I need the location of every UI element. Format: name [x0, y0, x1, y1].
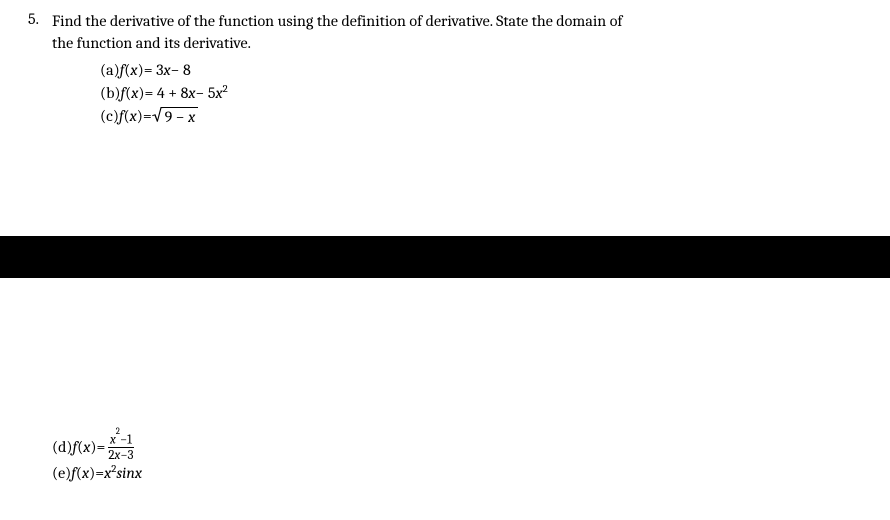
part-b-label: (b): [100, 82, 121, 105]
part-a: (a) f(x) = 3x − 8: [100, 59, 890, 82]
part-b-x2: x: [216, 82, 223, 105]
part-d: (d) f(x) = x2−1 2x−3: [52, 432, 142, 462]
part-b: (b) f(x) = 4 + 8x − 5x2: [100, 82, 890, 105]
part-e-f: f: [71, 462, 76, 485]
subparts-top: (a) f(x) = 3x − 8 (b) f(x) = 4 + 8x − 5x…: [28, 55, 890, 129]
part-e-trig: sin: [116, 462, 135, 485]
num-sup: 2: [116, 427, 120, 437]
part-c: (c) f(x) = √ 9 − x: [100, 105, 890, 128]
sqrt-var: x: [188, 108, 195, 126]
part-a-arg: x: [130, 59, 137, 82]
part-b-x1: x: [188, 82, 195, 105]
part-e-trigvar: x: [135, 462, 142, 485]
top-content: 5. Find the derivative of the function u…: [0, 0, 890, 128]
num-var: x: [110, 432, 116, 447]
problem-row: 5. Find the derivative of the function u…: [28, 10, 890, 55]
part-c-arg: x: [130, 105, 137, 128]
part-a-tail: − 8: [171, 59, 191, 82]
part-b-f: f: [121, 82, 126, 105]
part-d-arg: x: [83, 436, 90, 459]
part-d-label: (d): [52, 436, 73, 459]
part-c-eq: =: [143, 105, 152, 128]
sqrt-wrapper: √ 9 − x: [152, 107, 199, 127]
subparts-bottom: (d) f(x) = x2−1 2x−3 (e) f(x) = x2sinx: [52, 432, 142, 486]
part-d-f: f: [73, 436, 78, 459]
sqrt-argument: 9 − x: [163, 107, 199, 127]
problem-line1: Find the derivative of the function usin…: [52, 12, 622, 30]
part-a-f: f: [120, 59, 125, 82]
part-a-label: (a): [100, 59, 120, 82]
part-e: (e) f(x) = x2sinx: [52, 462, 142, 485]
part-e-sup: 2: [111, 461, 116, 477]
problem-statement: Find the derivative of the function usin…: [52, 10, 622, 55]
num-tail: −1: [120, 432, 132, 447]
part-b-mid: − 5: [196, 82, 216, 105]
part-b-sup: 2: [223, 81, 228, 97]
part-b-eq: = 4 + 8: [144, 82, 188, 105]
part-c-f: f: [119, 105, 124, 128]
part-e-arg: x: [82, 462, 89, 485]
part-c-label: (c): [100, 105, 119, 128]
part-a-x: x: [163, 59, 170, 82]
black-bar: [0, 236, 890, 278]
fraction-numerator: x2−1: [108, 432, 134, 448]
part-d-eq: =: [96, 436, 105, 459]
part-b-arg: x: [131, 82, 138, 105]
part-e-eq: =: [95, 462, 104, 485]
den-tail: −3: [120, 448, 133, 463]
part-a-eq: = 3: [144, 59, 164, 82]
part-e-x: x: [104, 462, 111, 485]
problem-line2: the function and its derivative.: [52, 34, 251, 52]
part-e-label: (e): [52, 462, 71, 485]
problem-number: 5.: [28, 10, 52, 28]
fraction-wrapper: x2−1 2x−3: [106, 432, 135, 462]
sqrt-lead: 9 −: [165, 108, 189, 126]
